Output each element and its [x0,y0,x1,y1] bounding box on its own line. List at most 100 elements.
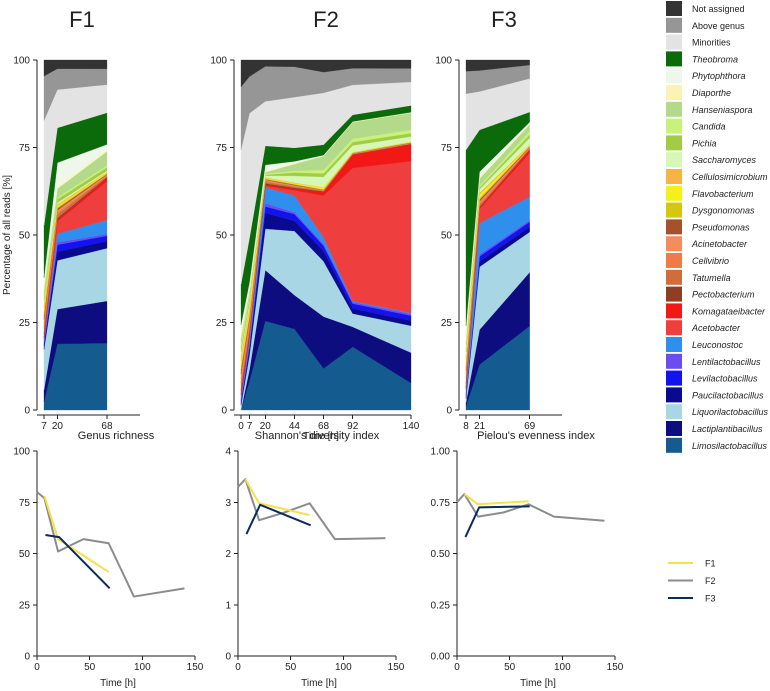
legend-label: Levilactobacillus [692,374,758,384]
legend-swatch [666,303,682,319]
legend-swatch [666,236,682,252]
legend-label: Hanseniaspora [692,105,753,115]
y-tick-label: 1 [225,600,231,611]
legend-item: Minorities [666,34,731,50]
y-tick-label: 75 [19,143,31,154]
legend-label: Komagataeibacter [692,306,766,316]
legend-label: Cellulosimicrobium [692,172,768,182]
legend-item: Dysgonomonas [666,202,755,218]
line-legend-label: F3 [705,594,716,604]
legend-label: Diaporthe [692,88,731,98]
x-tick-label: 68 [101,421,113,432]
x-tick-label: 0 [34,662,40,673]
x-tick-label: 100 [335,662,352,673]
legend-item: Komagataeibacter [666,303,766,319]
legend-label: Above genus [692,21,745,31]
legend-swatch [666,337,682,352]
x-tick-label: 20 [260,421,272,432]
x-axis-label: Time [h] [100,678,136,689]
legend-swatch [666,68,682,84]
y-axis-label: Percentage of all reads [%] [2,175,13,295]
legend-swatch [666,135,682,151]
x-tick-label: 50 [285,662,297,673]
x-tick-label: 20 [52,421,64,432]
legend-swatch [666,320,682,336]
y-tick-label: 0.25 [431,600,451,611]
y-tick-label: 25 [216,318,228,329]
x-axis-label: Time [h] [520,678,556,689]
legend-item: Acetobacter [666,320,741,336]
y-tick-label: 0.75 [431,498,451,509]
legend-item: Lentilactobacillus [666,353,761,369]
legend-swatch [666,286,682,302]
area-not-assigned [465,59,530,72]
legend-swatch [666,253,682,268]
legend-swatch [666,219,682,235]
line-legend: F1 F2 F3 [668,559,716,604]
legend-label: Theobroma [692,54,738,64]
legend-label: Lactiplantibacillus [692,424,763,434]
legend-item: Candida [666,118,726,134]
y-tick-label: 0.50 [431,549,451,560]
y-tick-label: 0.00 [431,652,451,663]
x-tick-label: 150 [388,662,405,673]
legend-item: Hanseniaspora [666,101,753,117]
y-tick-label: 3 [225,498,231,509]
x-tick-label: 7 [247,421,253,432]
line-series-f3 [464,505,530,538]
legend-swatch [666,169,682,184]
legend-label: Liquorilactobacillus [692,407,769,417]
x-tick-label: 140 [403,421,420,432]
line-series-f1 [43,495,110,573]
line-legend-label: F1 [705,559,716,569]
legend-label: Not assigned [692,4,745,14]
y-tick-label: 50 [216,231,228,242]
legend-item: Flavobacterium [666,185,754,201]
x-tick-label: 21 [474,421,486,432]
y-tick-label: 1.00 [431,447,451,458]
y-tick-label: 50 [441,231,453,242]
legend-swatch [666,17,682,33]
legend-swatch [666,353,682,369]
legend-swatch [666,51,682,67]
legend-swatch [666,185,682,201]
x-tick-label: 7 [41,421,47,432]
legend-item: Pectobacterium [666,286,755,302]
line-panel-genus-richness: Genus richness 0 25 50 75 100 0 50 100 150 Time [h… [13,430,203,689]
legend-swatch [666,269,682,285]
line-panel-title: Shannon's diversity index [255,430,380,442]
x-tick-label: 0 [235,662,241,673]
line-legend-item: F2 [668,576,716,586]
line-panel-pielou-s-evenness-index: Pielou's evenness index 0.00 0.25 0.50 0.75 1… [431,430,624,689]
stacked-area-panels: F1 0 25 50 75 100 7 20 68 Percentage of all reads… [2,7,562,442]
line-series-f3 [45,534,111,590]
legend-label: Dysgonomonas [692,206,755,216]
x-tick-label: 50 [84,662,96,673]
line-series-f2 [36,491,185,598]
legend-item: Paucilactobacillus [666,387,764,403]
x-tick-label: 100 [134,662,151,673]
y-tick-label: 0 [446,406,452,417]
legend-label: Phytophthora [692,71,746,81]
y-tick-label: 100 [13,56,30,67]
legend-label: Pseudomonas [692,222,750,232]
legend-item: Not assigned [666,1,745,16]
y-tick-label: 100 [210,56,227,67]
x-tick-label: 44 [289,421,301,432]
line-series-f2 [237,478,386,541]
panel-title-f2: F2 [313,7,339,32]
legend-label: Leuconostoc [692,340,744,350]
y-tick-label: 75 [216,143,228,154]
legend-label: Candida [692,122,726,132]
x-tick-label: 50 [504,662,516,673]
legend-item: Tatumella [666,269,731,285]
legend-item: Saccharomyces [666,152,757,168]
y-tick-label: 0 [24,652,30,663]
legend-label: Acetobacter [691,323,741,333]
legend-item: Diaporthe [666,85,731,100]
legend-label: Pectobacterium [692,290,755,300]
legend-item: Phytophthora [666,68,746,84]
area-not-assigned [240,59,412,88]
